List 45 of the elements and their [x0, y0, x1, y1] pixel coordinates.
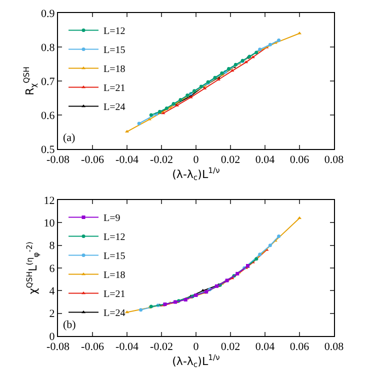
- x-axis-title: (λ-λ$_{c}$)L$^{1/ν}$: [172, 166, 220, 182]
- y-tick-label: 0.6: [41, 110, 56, 122]
- x-tick-label: -0.06: [81, 154, 104, 166]
- x-tick-label: 0.06: [290, 341, 310, 354]
- x-tick-label: 0: [193, 341, 200, 354]
- legend-label: L=15: [104, 45, 126, 56]
- y-tick-label: 0.5: [41, 144, 56, 156]
- y-tick-label: 0.8: [41, 42, 56, 54]
- x-tick-label: -0.02: [150, 341, 173, 354]
- x-tick-label: -0.08: [46, 154, 70, 166]
- y-tick-label: 10: [44, 218, 56, 230]
- annotation: (b): [63, 319, 76, 331]
- y-tick-label: 0: [49, 330, 56, 343]
- x-tick-label: 0: [193, 154, 200, 166]
- x-tick-label: 0.06: [290, 154, 310, 166]
- x-axis-title: (λ-λ$_{c}$)L$^{1/ν}$: [172, 353, 220, 370]
- x-tick-label: 0.04: [255, 154, 276, 166]
- y-tick-label: 6: [49, 262, 56, 275]
- legend-label: L=21: [104, 83, 126, 94]
- y-tick-label: 2: [49, 308, 55, 320]
- x-tick-label: 0.04: [255, 341, 276, 354]
- y-tick-label: 12: [44, 194, 55, 207]
- annotation: (a): [63, 132, 76, 144]
- x-tick-label: 0.08: [324, 154, 344, 166]
- legend-label: L=24: [104, 102, 126, 114]
- legend-label: L=18: [104, 64, 126, 76]
- x-tick-label: -0.08: [46, 341, 70, 354]
- legend-label: L=15: [104, 251, 126, 262]
- y-tick-label: 0.9: [41, 8, 56, 20]
- x-tick-label: -0.06: [81, 341, 104, 354]
- y-tick-label: 4: [49, 286, 56, 298]
- x-tick-label: 0.08: [324, 341, 344, 354]
- x-tick-label: 0.02: [220, 154, 240, 166]
- legend-label: L=12: [104, 232, 126, 244]
- y-tick-label: 8: [49, 240, 56, 252]
- legend-label: L=12: [104, 26, 126, 38]
- legend-label: L=21: [104, 289, 126, 300]
- legend-label: L=24: [104, 308, 126, 320]
- x-tick-label: 0.02: [220, 341, 240, 354]
- y-tick-label: 0.7: [41, 76, 56, 88]
- x-tick-label: -0.02: [150, 154, 173, 166]
- legend-label: L=18: [104, 270, 126, 282]
- x-tick-label: -0.04: [116, 154, 139, 166]
- x-tick-label: -0.04: [116, 341, 139, 354]
- legend-label: L=9: [104, 213, 120, 224]
